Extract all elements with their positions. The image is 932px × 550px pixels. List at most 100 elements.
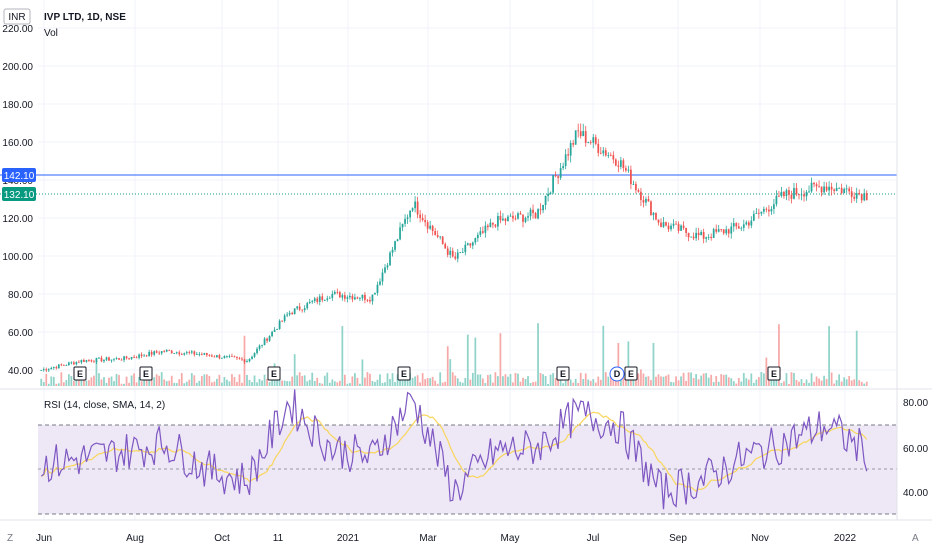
- volume-bar: [210, 382, 213, 386]
- volume-bar: [514, 373, 517, 386]
- volume-bar: [286, 381, 289, 386]
- symbol-title[interactable]: IVP LTD, 1D, NSE: [44, 12, 126, 23]
- candle-body: [263, 338, 266, 346]
- volume-bar: [660, 376, 662, 386]
- candle-body: [128, 358, 130, 360]
- volume-bar: [60, 372, 63, 386]
- earnings-event[interactable]: E: [767, 366, 781, 381]
- candle-body: [695, 232, 698, 239]
- candle-body: [860, 193, 863, 201]
- candle-body: [512, 215, 514, 219]
- candle-body: [582, 131, 585, 137]
- earnings-event[interactable]: E: [139, 366, 153, 381]
- time-tick: 2021: [337, 533, 360, 544]
- candle-body: [175, 352, 178, 354]
- volume-bar: [246, 374, 248, 386]
- volume-bar: [148, 380, 151, 386]
- candle-body: [414, 201, 416, 209]
- event-markers[interactable]: E E E E E D E E: [73, 366, 781, 382]
- volume-bar: [459, 381, 462, 386]
- price-candles[interactable]: [40, 123, 868, 373]
- volume-bar: [509, 374, 512, 386]
- candle-body: [464, 244, 467, 253]
- volume-bar: [682, 372, 685, 386]
- candle-body: [572, 143, 575, 145]
- candle-body: [346, 297, 349, 299]
- volume-bar: [557, 375, 560, 386]
- candle-body: [597, 143, 600, 153]
- volume-bar: [411, 377, 414, 386]
- zoom-button[interactable]: Z: [7, 533, 13, 544]
- volume-bar: [755, 379, 758, 386]
- earnings-event[interactable]: E: [73, 366, 87, 381]
- candle-body: [803, 194, 805, 197]
- volume-bar: [263, 374, 266, 386]
- candle-body: [720, 229, 723, 230]
- volume-bar: [429, 378, 432, 386]
- rsi-legend[interactable]: RSI (14, close, SMA, 14, 2): [44, 400, 165, 411]
- volume-bar: [833, 383, 836, 386]
- volume-bar: [108, 377, 110, 386]
- candle-body: [80, 360, 83, 363]
- volume-bar: [865, 381, 868, 386]
- volume-bar: [627, 341, 630, 386]
- volume-bar: [256, 382, 258, 386]
- volume-legend[interactable]: Vol: [44, 28, 58, 39]
- time-tick: 11: [273, 533, 284, 544]
- volume-bar: [481, 378, 484, 386]
- currency-badge[interactable]: [3, 8, 31, 25]
- earnings-event[interactable]: E: [397, 366, 411, 381]
- volume-bar: [504, 374, 507, 386]
- candle-body: [557, 176, 560, 178]
- candle-body: [775, 195, 778, 205]
- volume-bar: [519, 381, 522, 386]
- volume-bar: [183, 383, 186, 386]
- candle-body: [815, 184, 818, 187]
- candle-body: [276, 329, 278, 330]
- candle-body: [667, 225, 670, 230]
- earnings-event[interactable]: E: [624, 366, 638, 381]
- candle-body: [384, 267, 386, 273]
- volume-bar: [539, 373, 542, 386]
- dividend-event[interactable]: D: [609, 366, 625, 382]
- candle-body: [504, 218, 507, 222]
- volume-bar: [421, 373, 424, 386]
- candle-body: [57, 364, 60, 369]
- price-tick: 80.00: [8, 290, 33, 301]
- volume-bar: [695, 374, 698, 386]
- candle-body: [326, 298, 329, 300]
- volume-bar: [577, 382, 580, 386]
- candle-body: [494, 224, 497, 227]
- time-axis[interactable]: Jun Aug Oct 11 2021 Mar May Jul Sep Nov …: [36, 533, 857, 544]
- candle-body: [502, 218, 504, 221]
- volume-bar: [223, 376, 226, 386]
- volume-bar: [283, 380, 286, 386]
- earnings-event[interactable]: E: [267, 366, 281, 381]
- candle-body: [311, 301, 314, 303]
- candle-body: [228, 355, 231, 357]
- volume-bar: [604, 372, 607, 386]
- volume-bar: [449, 359, 452, 386]
- candle-body: [717, 229, 720, 232]
- volume-bar: [165, 381, 168, 386]
- volume-bar: [564, 380, 567, 386]
- candle-body: [40, 370, 43, 371]
- price-tick: 100.00: [2, 252, 33, 263]
- candle-body: [672, 223, 675, 226]
- auto-scale-button[interactable]: A: [912, 533, 919, 544]
- volume-bar: [843, 377, 846, 386]
- volume-bar: [216, 378, 218, 386]
- earnings-event[interactable]: E: [556, 366, 570, 381]
- volume-bar: [486, 375, 489, 386]
- candle-body: [236, 357, 238, 358]
- candle-body: [341, 295, 344, 298]
- volume-bar: [863, 383, 866, 386]
- volume-bar: [100, 379, 103, 386]
- volume-bar: [808, 382, 810, 386]
- candle-body: [133, 356, 135, 358]
- candle-body: [675, 223, 677, 225]
- volume-bar: [532, 382, 534, 386]
- volume-bar: [431, 376, 434, 386]
- candle-body: [158, 352, 161, 354]
